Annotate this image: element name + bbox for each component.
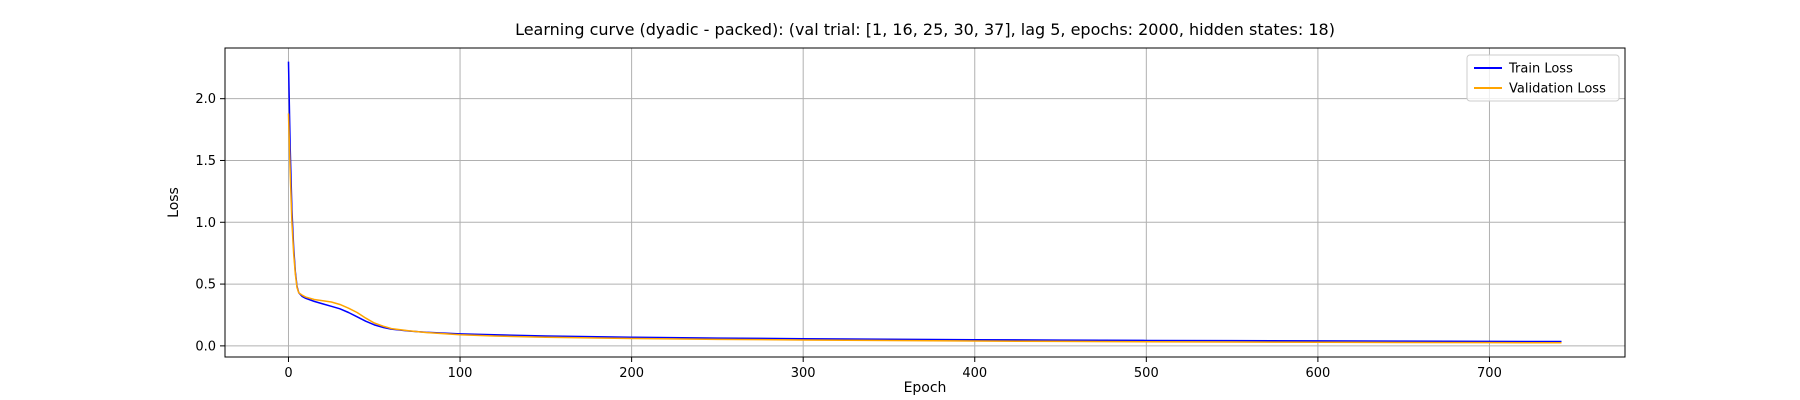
x-axis-ticks: 0 100 200 300 400 500 600 700 bbox=[284, 357, 1502, 381]
series-lines bbox=[287, 61, 1562, 344]
y-tick-label: 0.0 bbox=[195, 339, 216, 354]
x-axis-label: Epoch bbox=[904, 380, 947, 396]
legend-label-train-loss: Train Loss bbox=[1508, 62, 1573, 77]
y-tick-label: 1.5 bbox=[195, 154, 216, 169]
legend-label-validation-loss: Validation Loss bbox=[1509, 82, 1606, 97]
x-tick-label: 300 bbox=[791, 366, 816, 381]
chart-title: Learning curve (dyadic - packed): (val t… bbox=[515, 20, 1335, 39]
x-tick-label: 500 bbox=[1134, 366, 1159, 381]
y-tick-label: 2.0 bbox=[195, 92, 216, 107]
x-tick-label: 100 bbox=[448, 366, 473, 381]
x-tick-label: 700 bbox=[1477, 366, 1502, 381]
x-tick-label: 0 bbox=[284, 366, 292, 381]
x-tick-label: 600 bbox=[1305, 366, 1330, 381]
plot-frame bbox=[224, 47, 1626, 358]
series-line-validation-loss bbox=[287, 113, 1562, 344]
y-axis-label: Loss bbox=[166, 187, 182, 218]
legend-box bbox=[1466, 54, 1620, 102]
x-tick-label: 400 bbox=[962, 366, 987, 381]
y-tick-label: 1.0 bbox=[195, 216, 216, 231]
legend: Train Loss Validation Loss bbox=[1466, 54, 1620, 102]
y-axis-ticks: 0.0 0.5 1.0 1.5 2.0 bbox=[195, 92, 225, 354]
y-tick-label: 0.5 bbox=[195, 278, 216, 293]
x-tick-label: 200 bbox=[619, 366, 644, 381]
